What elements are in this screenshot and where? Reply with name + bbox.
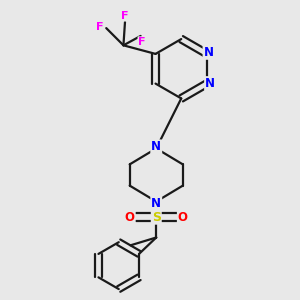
Text: N: N (205, 77, 215, 90)
Text: N: N (203, 46, 214, 59)
Text: F: F (96, 22, 104, 32)
Text: N: N (151, 140, 161, 153)
Text: S: S (152, 211, 161, 224)
Text: O: O (178, 211, 188, 224)
Text: N: N (151, 196, 161, 210)
Text: F: F (138, 37, 146, 47)
Text: F: F (121, 11, 129, 21)
Text: O: O (125, 211, 135, 224)
